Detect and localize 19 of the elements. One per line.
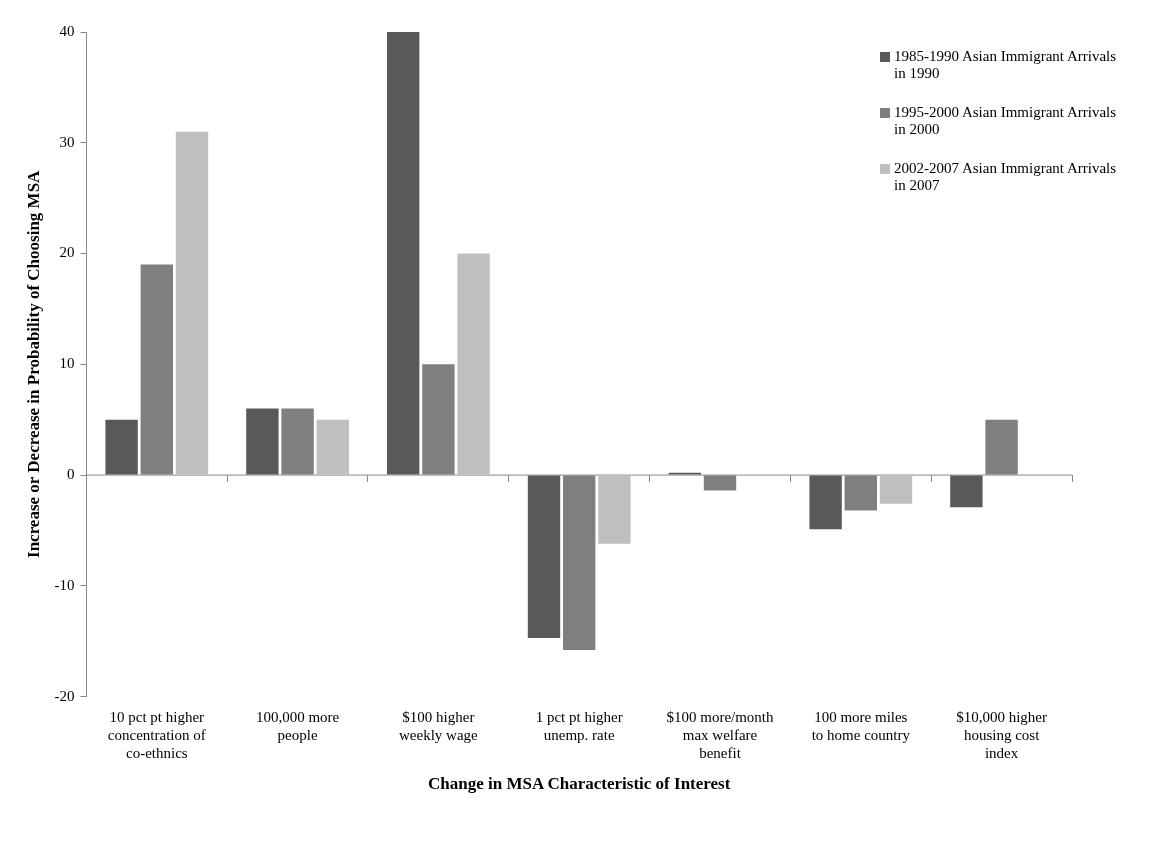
y-tick-label: 40 xyxy=(59,22,75,39)
y-tick-label: -10 xyxy=(54,576,75,593)
x-tick-label: 100 more miles to home country xyxy=(811,708,911,743)
x-axis-title: Change in MSA Characteristic of Interest xyxy=(428,774,731,794)
x-tick-label: $10,000 higher housing cost index xyxy=(956,708,1048,761)
y-tick-label: 30 xyxy=(59,133,75,150)
x-tick-label: 100,000 more people xyxy=(255,708,340,743)
x-tick-label: $100 higher weekly wage xyxy=(399,708,479,743)
y-tick-label: 0 xyxy=(66,466,75,482)
y-tick-label: 20 xyxy=(59,244,75,261)
legend-label: 2002-2007 Asian Immigrant Arrivals in 2007 xyxy=(894,160,1118,194)
x-tick-label: 1 pct pt higher unemp. rate xyxy=(535,708,623,743)
y-tick-label: 10 xyxy=(59,355,75,372)
y-tick-label: -20 xyxy=(54,687,75,704)
x-tick-label: 10 pct pt higher concentration of co-ethnics xyxy=(107,708,206,761)
legend-label: 1995-2000 Asian Immigrant Arrivals in 2000 xyxy=(894,104,1118,138)
legend-label: 1985-1990 Asian Immigrant Arrivals in 1990 xyxy=(894,48,1118,82)
x-tick-label: $100 more/month max welfare benefit xyxy=(666,708,775,761)
y-axis-title: Increase or Decrease in Probability of Choosing MSA xyxy=(23,169,43,558)
